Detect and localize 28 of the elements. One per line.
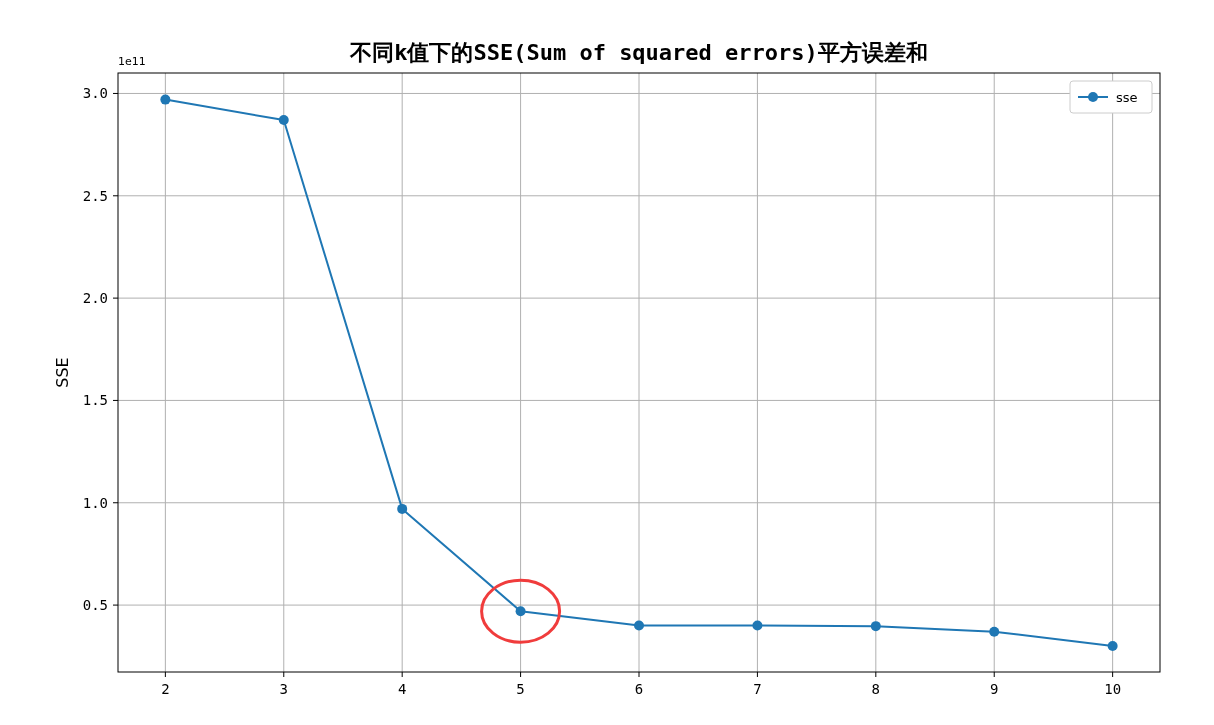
x-tick-label: 6 (634, 681, 644, 697)
point (752, 620, 763, 631)
point (515, 606, 526, 617)
x-tick-label: 8 (871, 681, 881, 697)
y-axis-title: SSE (53, 357, 72, 388)
y-tick-label: 2.5 (82, 187, 108, 204)
text: 1e11 (118, 55, 146, 68)
x-tick-label: 3 (279, 681, 288, 697)
point (870, 621, 881, 632)
y-tick-label: 0.5 (82, 597, 108, 614)
x-tick-label: 10 (1104, 681, 1122, 697)
x-tick-label: 7 (753, 681, 762, 697)
x-tick-label: 2 (161, 681, 170, 697)
point (160, 94, 171, 105)
x-tick-label: 5 (516, 681, 525, 697)
y-tick-label: 1.0 (82, 494, 108, 511)
y-tick-label: 1.5 (82, 392, 108, 409)
legend-label: sse (1116, 90, 1138, 105)
point (1107, 641, 1118, 652)
point (989, 626, 1000, 637)
point (278, 115, 289, 126)
point (634, 620, 644, 631)
y-tick-label: 3.0 (82, 85, 108, 102)
x-tick-label: 4 (397, 681, 407, 697)
chart-title: 不同k值下的SSE(Sum of squared errors)平方误差和 (349, 40, 928, 65)
point (397, 503, 408, 514)
y-tick-label: 2.0 (82, 290, 108, 307)
x-tick-label: 9 (990, 681, 999, 697)
